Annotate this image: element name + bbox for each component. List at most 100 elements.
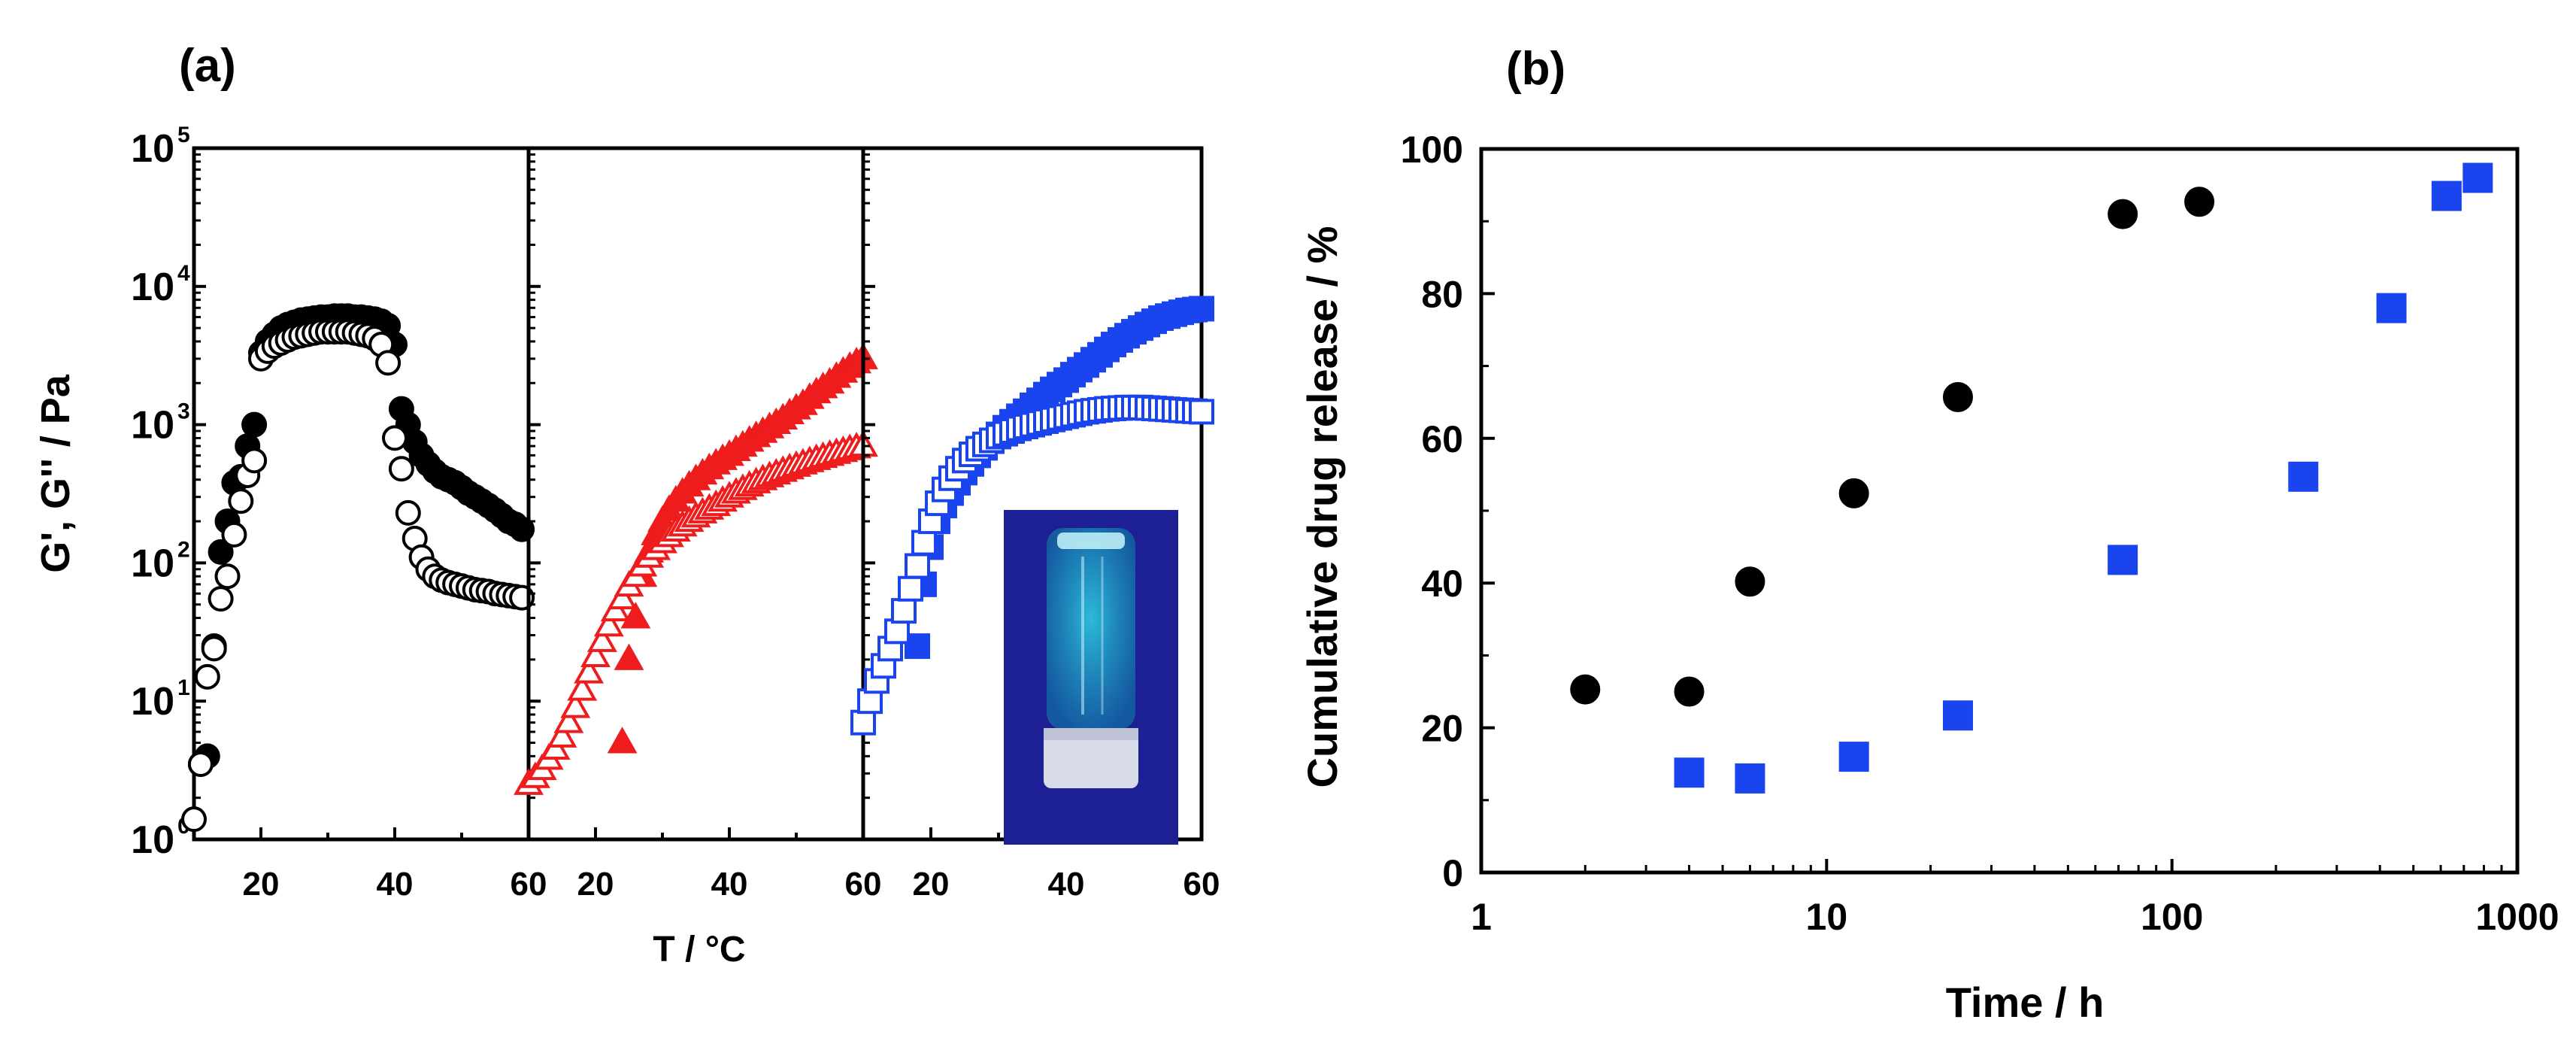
data-point bbox=[1838, 478, 1869, 508]
data-point bbox=[187, 751, 214, 778]
y-tick-label-base: 10 bbox=[131, 680, 174, 724]
x-tick-label: 100 bbox=[2141, 896, 2203, 938]
data-point bbox=[2108, 199, 2138, 229]
data-point bbox=[1189, 296, 1214, 322]
data-point bbox=[560, 691, 591, 718]
data-point bbox=[898, 575, 923, 602]
data-point bbox=[1674, 676, 1705, 707]
panel-b-ticks: 0 20 40 60 80 100 1 10 100 1000 bbox=[1401, 129, 2559, 938]
y-tick-label: 60 bbox=[1421, 418, 1463, 460]
y-tick-label: 40 bbox=[1421, 563, 1463, 605]
series-loss-modulus bbox=[850, 394, 1214, 736]
data-point bbox=[905, 633, 930, 660]
x-tick-label: 60 bbox=[845, 866, 882, 903]
subplot-points bbox=[181, 303, 535, 833]
data-point bbox=[382, 425, 408, 451]
panel-a-subplot-black: 20 40 60 bbox=[181, 146, 547, 903]
x-tick-label: 10 bbox=[1806, 896, 1848, 938]
panel-b-points bbox=[1570, 162, 2493, 794]
data-point bbox=[1674, 757, 1705, 788]
data-point bbox=[580, 640, 611, 667]
data-point bbox=[2431, 181, 2462, 211]
x-tick-label: 1 bbox=[1471, 896, 1492, 938]
data-point bbox=[2108, 545, 2138, 575]
data-point bbox=[1189, 399, 1214, 425]
data-point bbox=[850, 709, 876, 736]
vial-photo-inset bbox=[1004, 510, 1178, 845]
panel-b-label: (b) bbox=[1506, 43, 1565, 95]
data-point bbox=[388, 456, 414, 482]
y-tick-label-exponent: 4 bbox=[177, 261, 190, 286]
data-point bbox=[884, 618, 910, 645]
vial-rim bbox=[1057, 533, 1125, 549]
x-tick-label: 20 bbox=[243, 866, 280, 903]
y-tick-label-base: 10 bbox=[131, 542, 174, 585]
data-point bbox=[241, 448, 268, 474]
data-point bbox=[375, 350, 402, 376]
data-point bbox=[201, 636, 227, 662]
y-tick-label: 80 bbox=[1421, 273, 1463, 315]
y-tick-label-exponent: 2 bbox=[177, 537, 190, 562]
x-tick-label: 20 bbox=[577, 866, 614, 903]
y-tick-label-base: 10 bbox=[131, 266, 174, 309]
y-tick-label-exponent: 1 bbox=[177, 675, 190, 700]
data-point bbox=[1942, 381, 1973, 412]
panel-b: (b) Cumulative drug release / % Time / h… bbox=[1299, 43, 2559, 1026]
y-tick-label-base: 10 bbox=[131, 818, 174, 862]
panel-a-y-axis-label: G', G'' / Pa bbox=[33, 374, 78, 573]
data-point bbox=[1735, 566, 1765, 597]
x-tick-label: 60 bbox=[1183, 866, 1220, 903]
panel-a-label: (a) bbox=[179, 40, 236, 92]
series-loss-modulus bbox=[181, 319, 535, 833]
data-point bbox=[214, 563, 241, 590]
x-tick-label: 40 bbox=[1048, 866, 1085, 903]
vial-cap bbox=[1044, 728, 1138, 788]
y-tick-label: 20 bbox=[1421, 708, 1463, 750]
data-point bbox=[181, 806, 207, 833]
data-point bbox=[574, 657, 605, 684]
data-point bbox=[241, 411, 268, 438]
data-point bbox=[2288, 461, 2319, 492]
y-tick-label-base: 10 bbox=[131, 127, 174, 171]
panel-b-y-axis-label: Cumulative drug release / % bbox=[1299, 226, 1346, 788]
data-point bbox=[1735, 763, 1765, 794]
data-point bbox=[2462, 162, 2493, 193]
series-storage-modulus bbox=[607, 342, 878, 754]
series-1 bbox=[1570, 187, 2215, 707]
data-point bbox=[1570, 674, 1601, 705]
panel-a-subplot-red: 20 40 60 bbox=[514, 146, 882, 903]
subplot-points bbox=[514, 342, 878, 795]
data-point bbox=[208, 586, 234, 612]
x-tick-label: 40 bbox=[377, 866, 414, 903]
data-point bbox=[2184, 187, 2215, 217]
data-point bbox=[194, 663, 220, 690]
y-tick-label: 100 bbox=[1401, 129, 1463, 171]
x-tick-label: 1000 bbox=[2475, 896, 2559, 938]
x-tick-label: 60 bbox=[511, 866, 547, 903]
panel-a: (a) G', G'' / Pa T / °C 1001011021031041… bbox=[33, 40, 1220, 970]
data-point bbox=[891, 598, 917, 624]
data-point bbox=[228, 488, 254, 514]
y-tick-label-exponent: 5 bbox=[177, 123, 190, 147]
panel-a-subplot-blue: 20 40 60 bbox=[850, 146, 1220, 903]
series-2 bbox=[1674, 162, 2493, 794]
data-point bbox=[547, 721, 577, 748]
data-point bbox=[2376, 293, 2407, 323]
data-point bbox=[1942, 700, 1973, 731]
data-point bbox=[1838, 742, 1869, 772]
data-point bbox=[553, 706, 584, 733]
y-tick-label-exponent: 3 bbox=[177, 399, 190, 424]
vial-cap-ring bbox=[1044, 728, 1138, 740]
data-point bbox=[905, 553, 930, 579]
data-point bbox=[607, 727, 638, 754]
data-point bbox=[607, 582, 638, 610]
panel-a-x-axis-label: T / °C bbox=[653, 930, 745, 970]
data-point bbox=[208, 539, 234, 565]
data-point bbox=[620, 602, 651, 629]
data-point bbox=[586, 625, 617, 652]
panel-b-plot-frame bbox=[1479, 147, 2520, 875]
y-tick-label-base: 10 bbox=[131, 404, 174, 448]
data-point bbox=[567, 674, 598, 701]
data-point bbox=[593, 609, 624, 637]
